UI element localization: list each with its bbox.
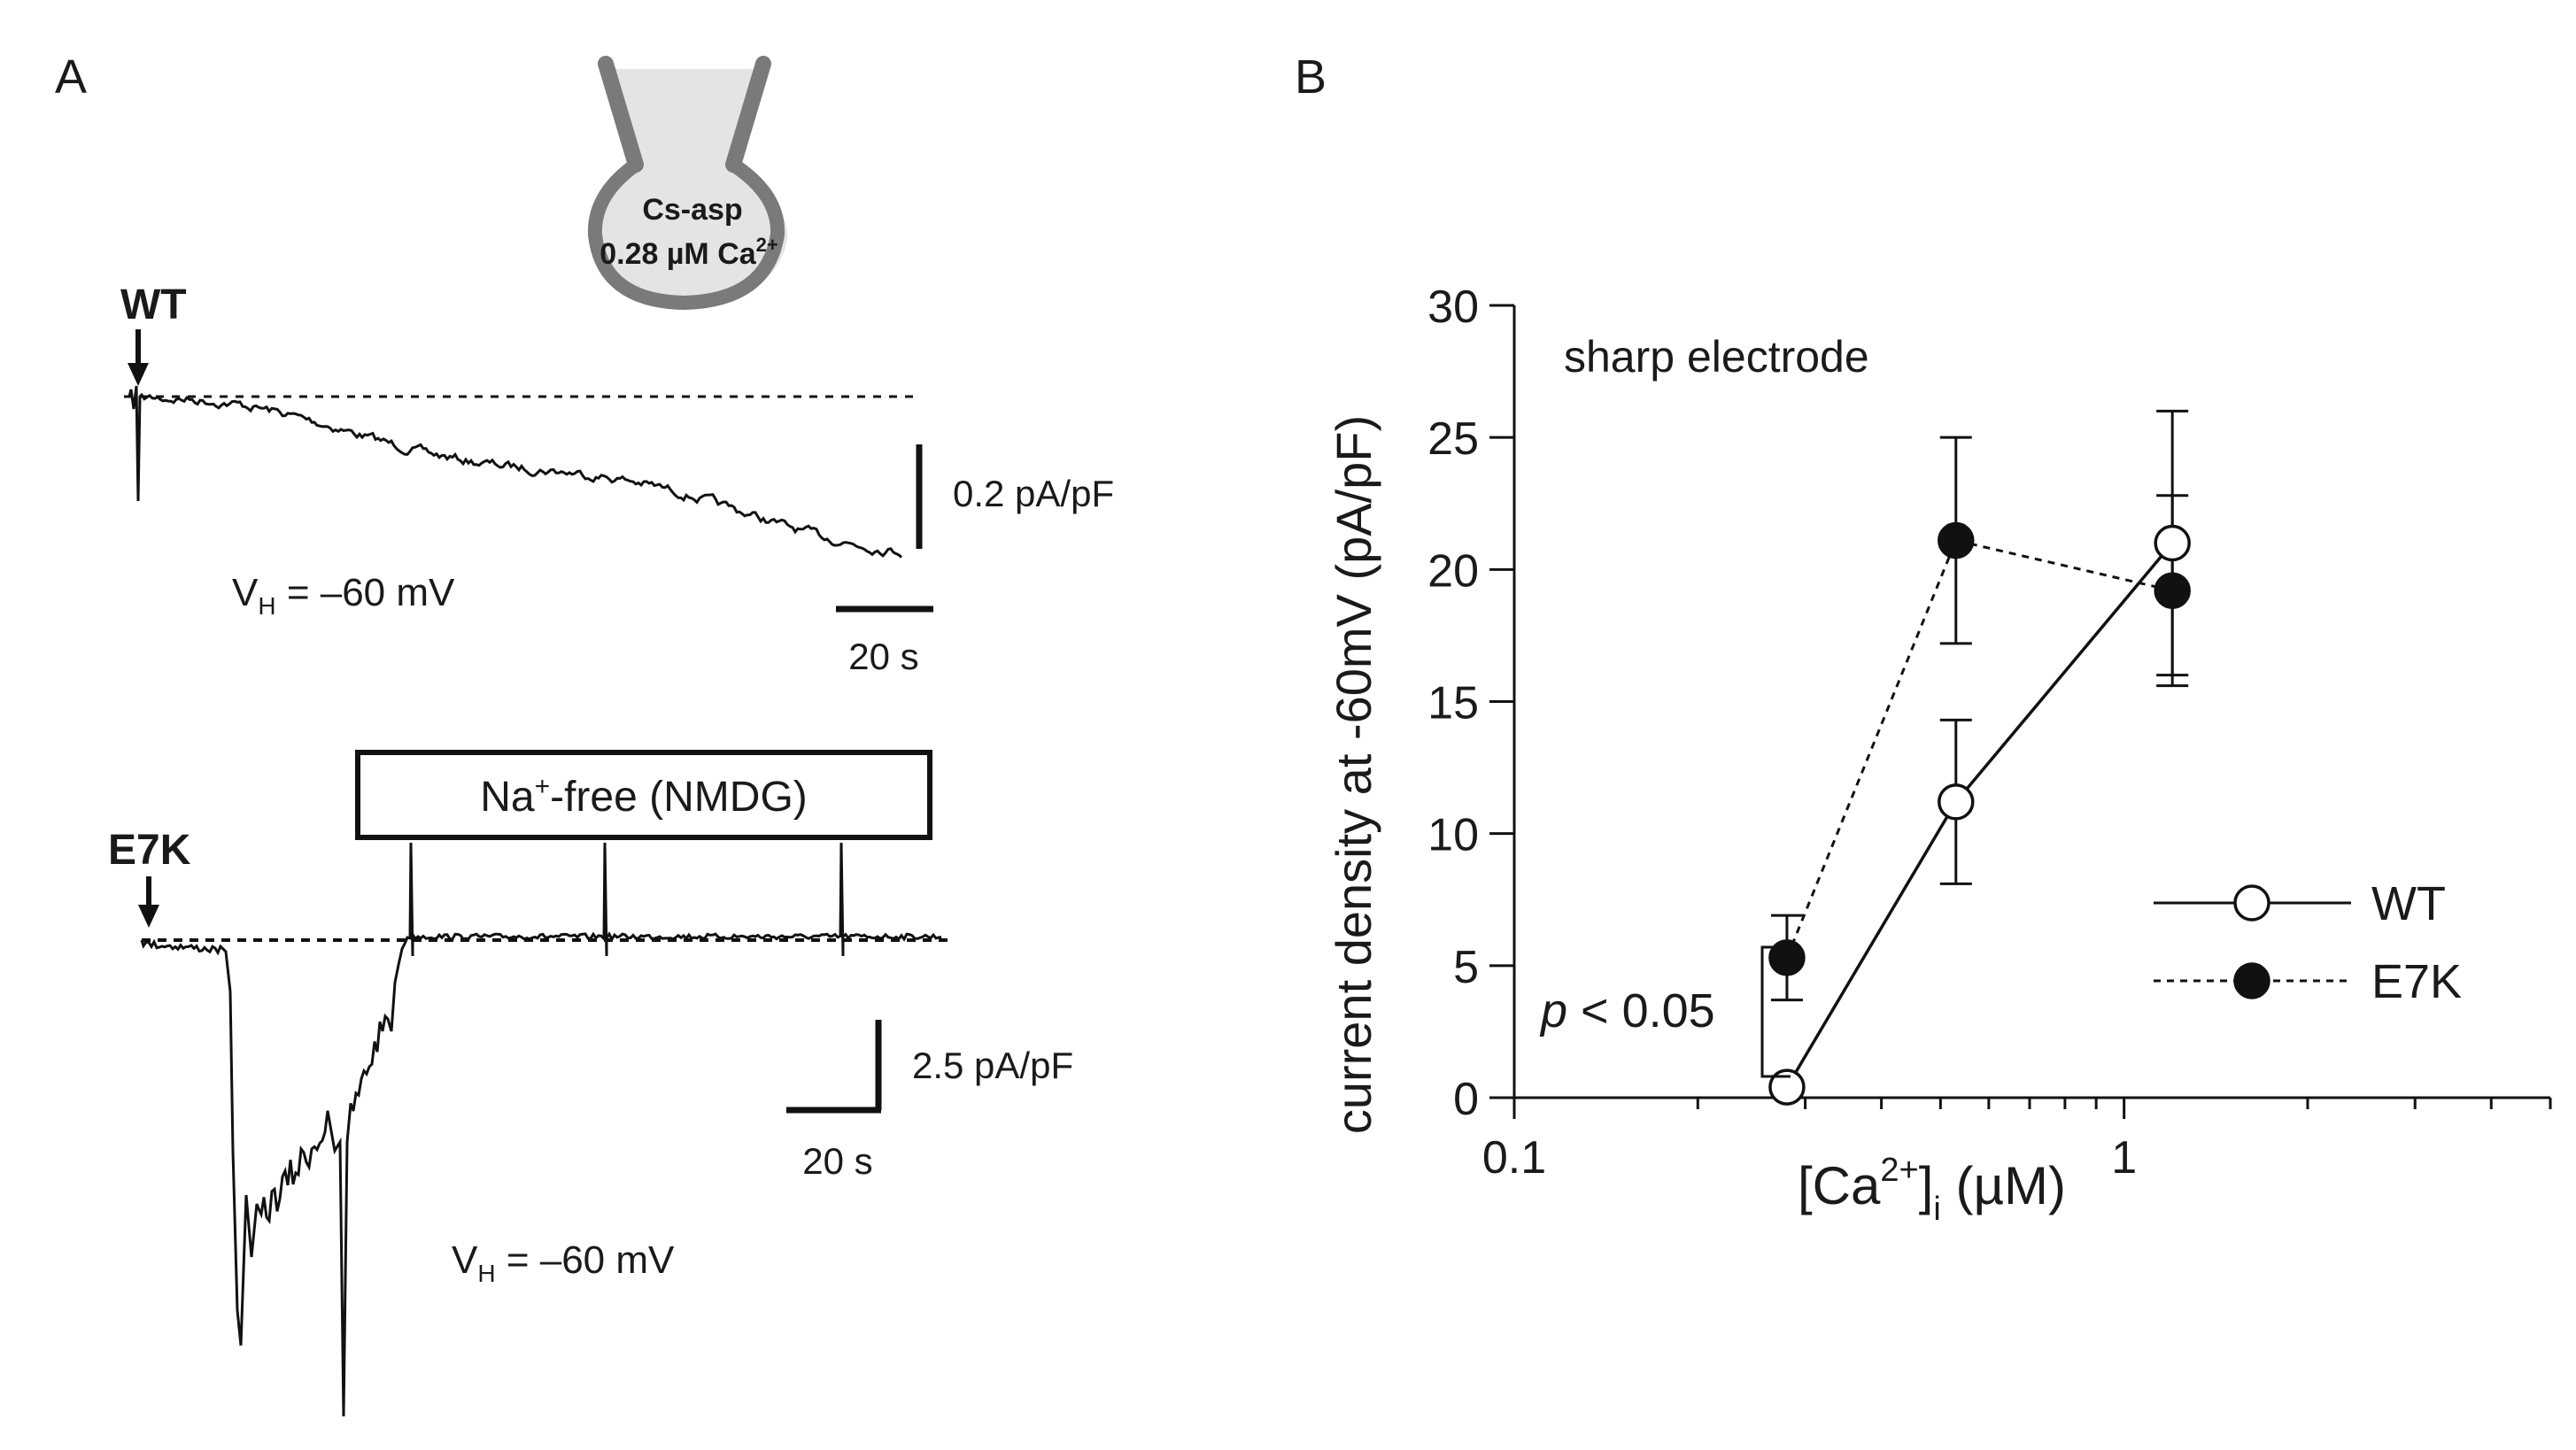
wt-holding-potential: VH = –60 mV (232, 571, 455, 620)
e7k-data-point (2154, 572, 2191, 609)
plot-series (1768, 409, 2191, 1106)
panel-b-label: B (1295, 50, 1327, 104)
significance-bracket: p < 0.05 (1539, 945, 1791, 1078)
y-tick-label: 25 (1427, 413, 1479, 465)
wt-data-point (1938, 783, 1975, 821)
x-tick-label: 1 (2111, 1132, 2137, 1184)
e7k-data-point (1938, 521, 1975, 559)
wt-scale-x-label: 20 s (848, 636, 918, 677)
wt-arrow (128, 329, 149, 386)
wt-trace-label: WT (120, 282, 187, 328)
wt-series-line (1785, 542, 2174, 1088)
y-tick-label: 30 (1427, 282, 1479, 333)
wt-legend-label: WT (2371, 877, 2446, 930)
y-tick-label: 5 (1453, 942, 1479, 993)
e7k-legend-marker (2233, 962, 2270, 999)
y-axis-title: current density at -60mV (pA/pF) (1326, 415, 1381, 1134)
e7k-holding-potential: VH = –60 mV (452, 1238, 675, 1287)
legend: WT E7K (2154, 877, 2462, 1008)
wt-scale-y-label: 0.2 pA/pF (953, 473, 1114, 514)
x-tick-label: 0.1 (1482, 1132, 1546, 1184)
e7k-scale-x-label: 20 s (802, 1140, 872, 1182)
e7k-scale-y-label: 2.5 pA/pF (912, 1045, 1073, 1086)
panel-a-label: A (55, 50, 87, 104)
x-axis-title: [Ca2+]i (µM) (1798, 1152, 2066, 1228)
wt-legend-marker (2233, 884, 2270, 922)
y-tick-label: 20 (1427, 545, 1479, 597)
na-free-box: Na+-free (NMDG) (355, 750, 932, 840)
e7k-series-line (1785, 538, 2173, 959)
plot-axes: 0 5 10 15 20 25 30 0.1 1 (1427, 282, 2552, 1184)
pipette-schematic: Cs-asp 0.28 µM Ca2+ (587, 56, 788, 311)
e7k-scale-bars (786, 1020, 882, 1114)
y-tick-label: 0 (1453, 1074, 1479, 1125)
y-tick-label: 15 (1427, 678, 1479, 729)
e7k-trace-label: E7K (108, 827, 191, 874)
wt-scale-bars (836, 444, 933, 613)
e7k-data-point (1768, 939, 1806, 976)
y-tick-label: 10 (1427, 810, 1479, 861)
wt-data-point (1768, 1068, 1806, 1106)
annotation-sharp-electrode: sharp electrode (1564, 332, 1869, 382)
na-free-label: Na+-free (NMDG) (480, 772, 808, 821)
wt-data-point (2154, 524, 2191, 562)
e7k-current-trace (140, 842, 942, 1417)
pipette-line1: Cs-asp (642, 193, 742, 227)
e7k-arrow (138, 876, 159, 928)
significance-label: p < 0.05 (1539, 984, 1715, 1037)
wt-current-trace (128, 385, 903, 559)
pipette-line2: 0.28 µM Ca2+ (600, 234, 778, 271)
e7k-legend-label: E7K (2371, 955, 2462, 1008)
